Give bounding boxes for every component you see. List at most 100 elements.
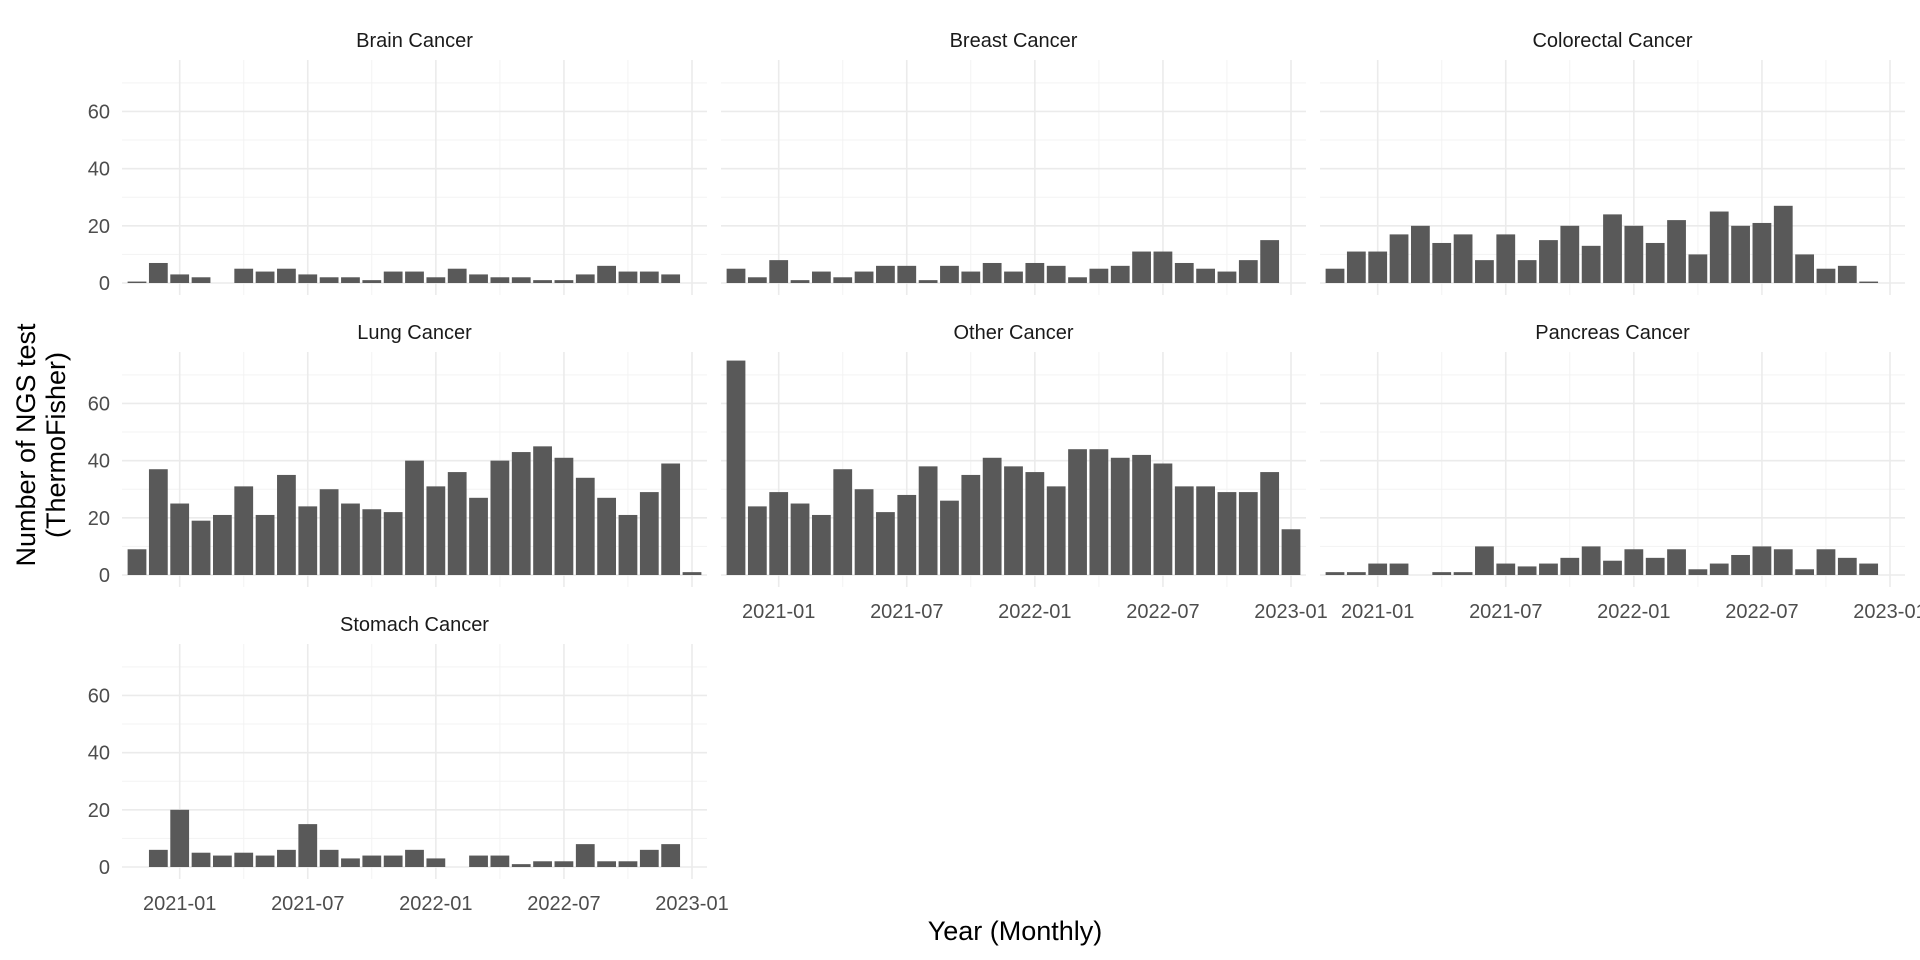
bar-lung-cancer-2023-01 [682, 572, 702, 575]
bar-colorectal-cancer-2022-01 [1624, 225, 1644, 283]
bar-colorectal-cancer-2021-09 [1539, 240, 1558, 283]
facet-colorectal-cancer: Colorectal Cancer [1320, 30, 1905, 295]
bar-breast-cancer-2021-12 [1004, 271, 1023, 283]
bar-lung-cancer-2022-01 [426, 486, 446, 575]
y-tick-label: 0 [99, 273, 110, 295]
bar-lung-cancer-2021-11 [383, 512, 403, 575]
bar-lung-cancer-2021-04 [234, 486, 254, 575]
bar-brain-cancer-2021-07 [298, 274, 318, 283]
bar-lung-cancer-2022-05 [511, 452, 531, 575]
bar-pancreas-cancer-2022-10 [1816, 549, 1836, 575]
bar-colorectal-cancer-2021-07 [1496, 234, 1516, 283]
bar-pancreas-cancer-2020-12 [1346, 572, 1366, 575]
bar-brain-cancer-2022-10 [618, 271, 638, 283]
bar-breast-cancer-2021-05 [854, 271, 874, 283]
bar-other-cancer-2022-10 [1217, 492, 1237, 575]
bar-colorectal-cancer-2022-09 [1795, 254, 1815, 283]
bar-lung-cancer-2021-01 [170, 503, 190, 575]
bar-other-cancer-2022-01 [1025, 472, 1045, 575]
bar-other-cancer-2021-06 [876, 512, 895, 575]
bar-breast-cancer-2022-10 [1217, 271, 1237, 283]
x-tick-label: 2021-07 [870, 601, 943, 623]
x-tick-label: 2023-01 [1853, 601, 1920, 623]
bar-stomach-cancer-2021-12 [405, 849, 424, 867]
bar-breast-cancer-2022-02 [1046, 265, 1066, 283]
bar-other-cancer-2021-11 [982, 457, 1002, 575]
bar-other-cancer-2020-11 [726, 360, 746, 575]
x-tick-label: 2022-07 [527, 893, 600, 915]
bar-breast-cancer-2022-06 [1132, 251, 1151, 283]
bar-other-cancer-2021-08 [918, 466, 938, 575]
bar-other-cancer-2021-10 [961, 474, 981, 575]
bar-brain-cancer-2021-05 [255, 271, 275, 283]
bar-breast-cancer-2022-08 [1174, 262, 1194, 283]
bar-stomach-cancer-2021-01 [170, 809, 190, 867]
bar-brain-cancer-2021-09 [341, 277, 360, 283]
x-tick-label: 2021-07 [1469, 601, 1542, 623]
bar-other-cancer-2022-05 [1110, 457, 1130, 575]
bar-other-cancer-2021-03 [811, 514, 831, 575]
bar-lung-cancer-2022-09 [597, 497, 617, 575]
bar-brain-cancer-2022-06 [533, 280, 552, 283]
x-tick-label: 2022-01 [998, 601, 1071, 623]
bar-other-cancer-2022-08 [1174, 486, 1194, 575]
bar-breast-cancer-2022-12 [1260, 240, 1280, 283]
facet-title: Other Cancer [953, 322, 1073, 344]
bar-brain-cancer-2022-11 [639, 271, 659, 283]
bar-brain-cancer-2022-03 [469, 274, 488, 283]
bar-lung-cancer-2022-11 [639, 492, 659, 575]
bar-other-cancer-2021-04 [833, 469, 853, 575]
bar-pancreas-cancer-2021-10 [1560, 557, 1580, 575]
x-tick-label: 2023-01 [655, 893, 728, 915]
y-tick-label: 40 [88, 159, 110, 181]
bar-brain-cancer-2021-08 [319, 277, 339, 283]
bar-colorectal-cancer-2022-08 [1773, 205, 1793, 283]
bar-pancreas-cancer-2022-06 [1731, 554, 1750, 575]
bar-colorectal-cancer-2022-12 [1859, 281, 1879, 283]
y-tick-label: 20 [88, 800, 110, 822]
bar-pancreas-cancer-2021-01 [1368, 563, 1388, 575]
y-tick-label: 40 [88, 451, 110, 473]
bar-other-cancer-2021-01 [769, 492, 789, 575]
bar-brain-cancer-2022-05 [511, 277, 531, 283]
y-tick-label: 60 [88, 393, 110, 415]
bar-brain-cancer-2022-07 [554, 280, 574, 283]
bar-stomach-cancer-2022-12 [661, 844, 681, 867]
x-tick-label: 2021-07 [271, 893, 344, 915]
bar-lung-cancer-2021-07 [298, 506, 318, 575]
bar-colorectal-cancer-2021-04 [1432, 242, 1452, 283]
bar-breast-cancer-2021-03 [811, 271, 831, 283]
bar-lung-cancer-2021-06 [277, 474, 296, 575]
facet-title: Pancreas Cancer [1535, 322, 1690, 344]
bar-lung-cancer-2021-03 [212, 514, 232, 575]
bar-breast-cancer-2021-06 [876, 265, 895, 283]
bar-breast-cancer-2022-04 [1089, 268, 1109, 283]
bar-pancreas-cancer-2022-12 [1859, 563, 1879, 575]
bar-other-cancer-2021-09 [940, 500, 959, 575]
bar-other-cancer-2021-05 [854, 489, 874, 575]
bar-colorectal-cancer-2020-11 [1325, 268, 1345, 283]
y-tick-label: 40 [88, 743, 110, 765]
bar-brain-cancer-2020-12 [148, 262, 168, 283]
bar-lung-cancer-2021-12 [405, 460, 424, 575]
bar-breast-cancer-2021-02 [790, 280, 810, 283]
bar-other-cancer-2022-11 [1238, 492, 1258, 575]
bar-lung-cancer-2021-02 [191, 520, 211, 575]
x-tick-label: 2021-01 [143, 893, 216, 915]
bar-other-cancer-2021-12 [1004, 466, 1023, 575]
facet-title: Breast Cancer [950, 30, 1078, 52]
bar-stomach-cancer-2022-09 [597, 861, 617, 867]
facet-title: Colorectal Cancer [1532, 30, 1692, 52]
x-tick-label: 2021-01 [1341, 601, 1414, 623]
bar-brain-cancer-2022-09 [597, 265, 617, 283]
bar-breast-cancer-2021-04 [833, 277, 853, 283]
facet-pancreas-cancer: Pancreas Cancer 2021-01 2021-07 2022-01 2022… [1320, 322, 1920, 623]
facet-other-cancer: Other Cancer 2021-01 2021-07 2022-01 2022-07… [721, 322, 1328, 623]
y-tick-label: 20 [88, 216, 110, 238]
y-tick-label: 0 [99, 565, 110, 587]
facet-stomach-cancer: Stomach Cancer 0 20 40 60 2021-01 2021-07 2022-… [88, 614, 729, 915]
bar-pancreas-cancer-2021-11 [1581, 546, 1601, 575]
bar-pancreas-cancer-2022-08 [1773, 549, 1793, 575]
bar-brain-cancer-2022-02 [447, 268, 467, 283]
x-tick-label: 2022-07 [1126, 601, 1199, 623]
